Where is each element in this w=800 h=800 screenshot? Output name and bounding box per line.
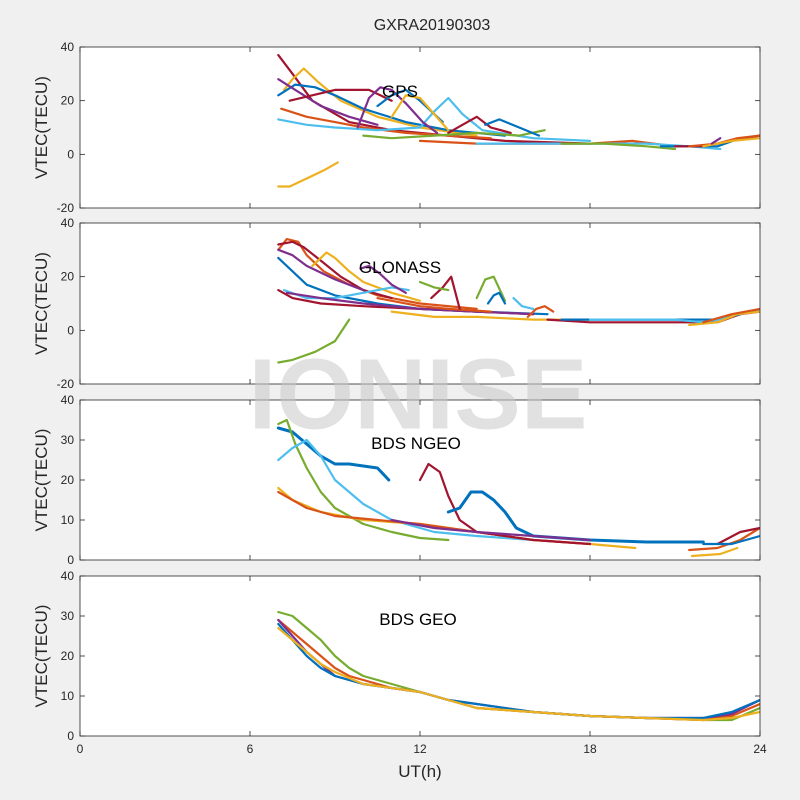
series-group bbox=[276, 418, 760, 558]
y-tick-label: 40 bbox=[61, 40, 75, 54]
series-line-23 bbox=[702, 307, 760, 324]
y-tick-label: 10 bbox=[61, 689, 75, 703]
series-line-11 bbox=[430, 275, 461, 310]
series-group bbox=[277, 238, 760, 364]
x-tick-label: 18 bbox=[583, 742, 597, 756]
y-tick-label: 0 bbox=[67, 553, 74, 567]
x-axis-label: UT(h) bbox=[398, 762, 441, 781]
series-line-1 bbox=[276, 426, 391, 482]
series-group bbox=[277, 54, 760, 188]
series-line-6 bbox=[282, 286, 410, 300]
series-line-10 bbox=[716, 526, 760, 546]
series-line-4 bbox=[277, 78, 379, 126]
series-line-22 bbox=[710, 137, 722, 145]
series-line-8 bbox=[390, 518, 592, 542]
series-line-15 bbox=[512, 297, 535, 310]
series-line-12 bbox=[475, 275, 507, 302]
panel-label: GLONASS bbox=[359, 258, 441, 277]
series-line-14 bbox=[486, 291, 507, 305]
series-line-22 bbox=[688, 310, 760, 327]
series-line-7 bbox=[288, 88, 393, 102]
series-line-16 bbox=[526, 305, 555, 318]
x-tick-label: 0 bbox=[77, 742, 84, 756]
panel-label: BDS GEO bbox=[379, 610, 456, 629]
series-line-9 bbox=[359, 264, 407, 294]
y-axis-label: VTEC(TECU) bbox=[32, 76, 51, 179]
series-line-21 bbox=[702, 137, 760, 148]
y-tick-label: 0 bbox=[67, 729, 74, 743]
panel-label: GPS bbox=[382, 82, 418, 101]
series-line-14 bbox=[277, 161, 339, 188]
series-line-10 bbox=[376, 297, 492, 313]
y-tick-label: 20 bbox=[61, 649, 75, 663]
series-line-12 bbox=[702, 534, 760, 546]
series-line-3 bbox=[277, 438, 535, 542]
series-group bbox=[277, 610, 760, 722]
plot-area bbox=[80, 576, 760, 736]
y-tick-label: 40 bbox=[61, 216, 75, 230]
series-line-11 bbox=[447, 115, 512, 134]
series-line-8 bbox=[356, 86, 439, 134]
y-tick-label: 10 bbox=[61, 513, 75, 527]
series-line-5 bbox=[277, 626, 760, 722]
series-line-6 bbox=[418, 462, 592, 546]
series-line-1 bbox=[277, 54, 592, 145]
y-tick-label: -20 bbox=[57, 201, 75, 215]
y-tick-label: 0 bbox=[67, 323, 74, 337]
subplots: -20 0 20 40 VTEC(TECU) GPS -20 0 20 40 VTEC(TECU) G… bbox=[32, 40, 767, 756]
panel-1: -20 0 20 40 VTEC(TECU) GPS bbox=[32, 40, 761, 215]
series-line-10 bbox=[390, 94, 450, 132]
series-line-1 bbox=[277, 238, 478, 310]
panel-2: -20 0 20 40 VTEC(TECU) GLONASS bbox=[32, 216, 761, 391]
y-tick-label: 20 bbox=[61, 94, 75, 108]
figure-title: GXRA20190303 bbox=[374, 17, 491, 34]
y-axis-label: VTEC(TECU) bbox=[32, 429, 51, 532]
series-line-11 bbox=[690, 546, 739, 558]
y-tick-label: 20 bbox=[61, 473, 75, 487]
panel-label: BDS NGEO bbox=[371, 434, 461, 453]
panel-3: 0 10 20 30 40 VTEC(TECU) BDS NGEO bbox=[32, 393, 761, 567]
y-axis-label: VTEC(TECU) bbox=[32, 605, 51, 708]
watermark-text: IONISE bbox=[249, 338, 588, 450]
series-line-17 bbox=[560, 142, 677, 151]
series-line-3 bbox=[277, 248, 365, 292]
series-line-17 bbox=[277, 318, 351, 364]
x-tick-label: 12 bbox=[413, 742, 427, 756]
series-line-6 bbox=[277, 96, 592, 142]
series-line-5 bbox=[311, 251, 422, 302]
series-line-12 bbox=[362, 129, 546, 140]
panel-4: 0 10 20 30 40 0 6 12 18 24 VTEC(TECU) BDS GEO bbox=[32, 569, 767, 756]
series-line-2 bbox=[277, 418, 450, 542]
y-tick-label: 30 bbox=[61, 433, 75, 447]
y-tick-label: 40 bbox=[61, 569, 75, 583]
y-tick-label: -20 bbox=[57, 377, 75, 391]
y-axis-label: VTEC(TECU) bbox=[32, 252, 51, 355]
series-line-3 bbox=[277, 83, 507, 137]
series-line-13 bbox=[484, 118, 541, 137]
x-tick-label: 6 bbox=[247, 742, 254, 756]
y-tick-label: 40 bbox=[61, 393, 75, 407]
x-tick-label: 24 bbox=[753, 742, 767, 756]
y-tick-label: 0 bbox=[67, 147, 74, 161]
y-tick-label: 20 bbox=[61, 270, 75, 284]
series-line-7 bbox=[446, 490, 705, 544]
y-tick-label: 30 bbox=[61, 609, 75, 623]
series-line-13 bbox=[418, 280, 450, 292]
